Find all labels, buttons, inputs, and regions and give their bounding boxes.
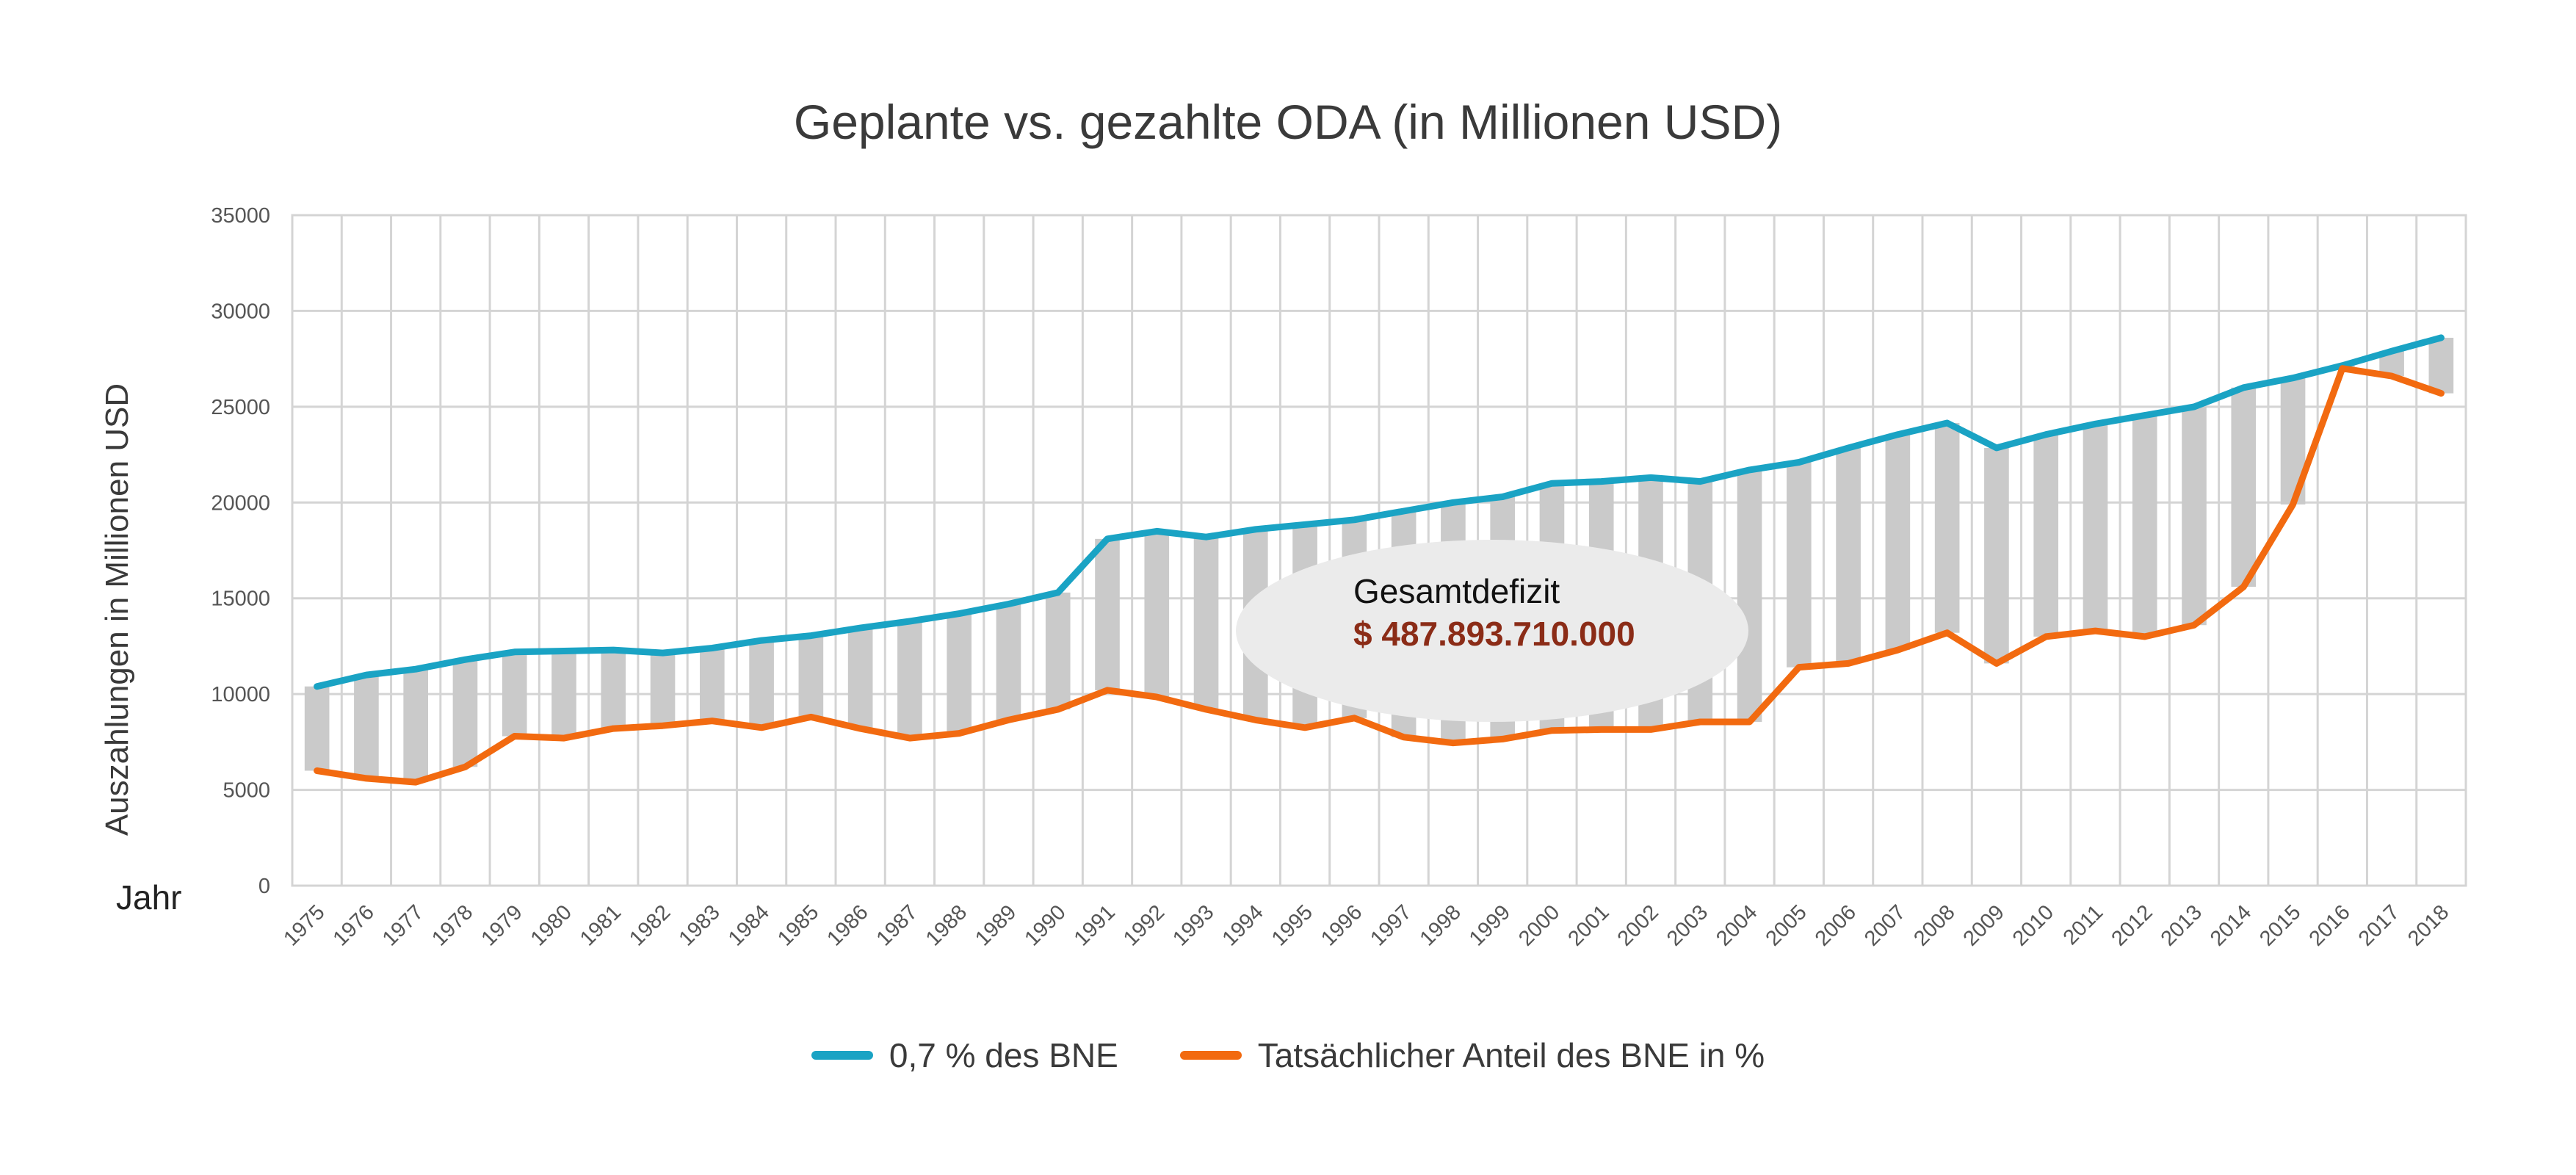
x-tick-label: 2010 bbox=[2008, 900, 2058, 950]
deficit-bar bbox=[2231, 387, 2257, 588]
x-tick-label: 1997 bbox=[1366, 900, 1416, 950]
x-tick-label: 2015 bbox=[2255, 900, 2305, 950]
legend-label-target: 0,7 % des BNE bbox=[889, 1036, 1118, 1074]
x-tick-label: 1994 bbox=[1218, 900, 1268, 950]
deficit-bar bbox=[1095, 538, 1120, 690]
deficit-bar bbox=[2132, 415, 2157, 637]
deficit-bar bbox=[1144, 531, 1170, 698]
x-tick-label: 1989 bbox=[971, 900, 1021, 950]
x-tick-label: 2007 bbox=[1860, 900, 1910, 950]
deficit-bar bbox=[700, 648, 725, 721]
y-tick-label: 30000 bbox=[211, 300, 270, 323]
deficit-bar bbox=[947, 613, 972, 734]
deficit-bar bbox=[2083, 424, 2108, 632]
y-tick-label: 15000 bbox=[211, 588, 270, 611]
x-tick-label: 1977 bbox=[378, 900, 428, 950]
deficit-bar bbox=[551, 651, 576, 739]
x-tick-label: 1983 bbox=[675, 900, 725, 950]
legend: 0,7 % des BNE Tatsächlicher Anteil des B… bbox=[0, 1035, 2576, 1075]
deficit-bar bbox=[1885, 434, 1911, 651]
deficit-bar bbox=[798, 635, 824, 717]
deficit-bar bbox=[304, 686, 330, 771]
x-tick-label: 2012 bbox=[2107, 900, 2157, 950]
deficit-bar bbox=[354, 675, 379, 778]
x-tick-label: 1990 bbox=[1020, 900, 1070, 950]
x-tick-label: 1981 bbox=[576, 900, 626, 950]
deficit-bar bbox=[452, 659, 478, 767]
y-tick-label: 5000 bbox=[222, 779, 270, 803]
deficit-bar bbox=[650, 653, 676, 726]
legend-swatch-target bbox=[811, 1051, 873, 1060]
x-tick-label: 1976 bbox=[329, 900, 379, 950]
deficit-bar bbox=[1934, 423, 1960, 633]
legend-label-actual: Tatsächlicher Anteil des BNE in % bbox=[1257, 1036, 1765, 1074]
deficit-bar bbox=[403, 669, 428, 783]
x-tick-label: 1993 bbox=[1168, 900, 1218, 950]
x-tick-label: 2000 bbox=[1514, 900, 1564, 950]
deficit-bar bbox=[996, 604, 1021, 720]
x-tick-label: 1988 bbox=[922, 900, 972, 950]
x-tick-label: 1999 bbox=[1465, 900, 1515, 950]
deficit-bar bbox=[847, 628, 873, 729]
x-tick-label: 2013 bbox=[2157, 900, 2207, 950]
x-tick-label: 1979 bbox=[477, 900, 527, 950]
x-tick-label: 1991 bbox=[1070, 900, 1120, 950]
x-tick-label: 2006 bbox=[1811, 900, 1861, 950]
x-tick-label: 2014 bbox=[2206, 900, 2256, 950]
x-tick-label: 2016 bbox=[2305, 900, 2355, 950]
y-tick-label: 0 bbox=[258, 875, 270, 898]
deficit-bar bbox=[2428, 337, 2454, 394]
x-tick-label: 2005 bbox=[1762, 900, 1812, 950]
deficit-bar bbox=[601, 650, 626, 729]
legend-item-actual: Tatsächlicher Anteil des BNE in % bbox=[1179, 1035, 1765, 1075]
deficit-bar bbox=[749, 640, 774, 728]
x-tick-label: 1995 bbox=[1267, 900, 1317, 950]
x-tick-label: 2011 bbox=[2059, 900, 2108, 950]
x-tick-label: 1984 bbox=[724, 900, 774, 950]
plot-border bbox=[291, 214, 2467, 887]
x-tick-label: 1975 bbox=[279, 900, 329, 950]
deficit-bar bbox=[1836, 447, 1861, 664]
legend-item-target: 0,7 % des BNE bbox=[811, 1035, 1118, 1075]
y-tick-label: 10000 bbox=[211, 683, 270, 706]
deficit-bar bbox=[502, 651, 527, 737]
deficit-bar bbox=[897, 621, 922, 739]
x-tick-label: 1987 bbox=[872, 900, 922, 950]
x-tick-label: 2008 bbox=[1909, 900, 1959, 950]
x-axis-title: Jahr bbox=[116, 878, 182, 916]
deficit-bar bbox=[1737, 469, 1762, 722]
deficit-annotation-ellipse bbox=[1236, 540, 1748, 722]
x-tick-label: 2009 bbox=[1959, 900, 2009, 950]
deficit-annotation-label: Gesamtdefizit bbox=[1353, 572, 1560, 610]
x-tick-label: 1985 bbox=[773, 900, 823, 950]
y-tick-label: 25000 bbox=[211, 396, 270, 419]
y-tick-label: 35000 bbox=[211, 204, 270, 228]
deficit-bar bbox=[2182, 406, 2207, 626]
legend-swatch-actual bbox=[1179, 1051, 1242, 1060]
series-line-actual bbox=[314, 365, 2445, 786]
deficit-bar bbox=[1984, 447, 2009, 664]
deficit-bar bbox=[1193, 537, 1219, 710]
x-tick-label: 2017 bbox=[2354, 900, 2404, 950]
deficit-bar bbox=[1045, 592, 1071, 710]
x-tick-label: 2018 bbox=[2403, 900, 2453, 950]
x-tick-label: 2001 bbox=[1563, 900, 1613, 950]
deficit-bar bbox=[2033, 434, 2058, 637]
x-tick-label: 2004 bbox=[1712, 900, 1762, 950]
x-tick-label: 1998 bbox=[1416, 900, 1466, 950]
series-line-target bbox=[314, 334, 2445, 690]
chart-title: Geplante vs. gezahlte ODA (in Millionen … bbox=[793, 95, 1783, 149]
x-tick-label: 2003 bbox=[1663, 900, 1712, 950]
deficit-annotation-value: $ 487.893.710.000 bbox=[1353, 615, 1635, 653]
deficit-bar bbox=[1787, 462, 1812, 668]
x-tick-label: 1982 bbox=[625, 900, 675, 950]
x-tick-label: 1980 bbox=[527, 900, 576, 950]
x-tick-label: 1992 bbox=[1119, 900, 1169, 950]
x-tick-label: 1978 bbox=[427, 900, 477, 950]
x-tick-label: 2002 bbox=[1613, 900, 1663, 950]
y-tick-label: 20000 bbox=[211, 491, 270, 515]
x-tick-label: 1986 bbox=[822, 900, 872, 950]
x-tick-label: 1996 bbox=[1317, 900, 1367, 950]
